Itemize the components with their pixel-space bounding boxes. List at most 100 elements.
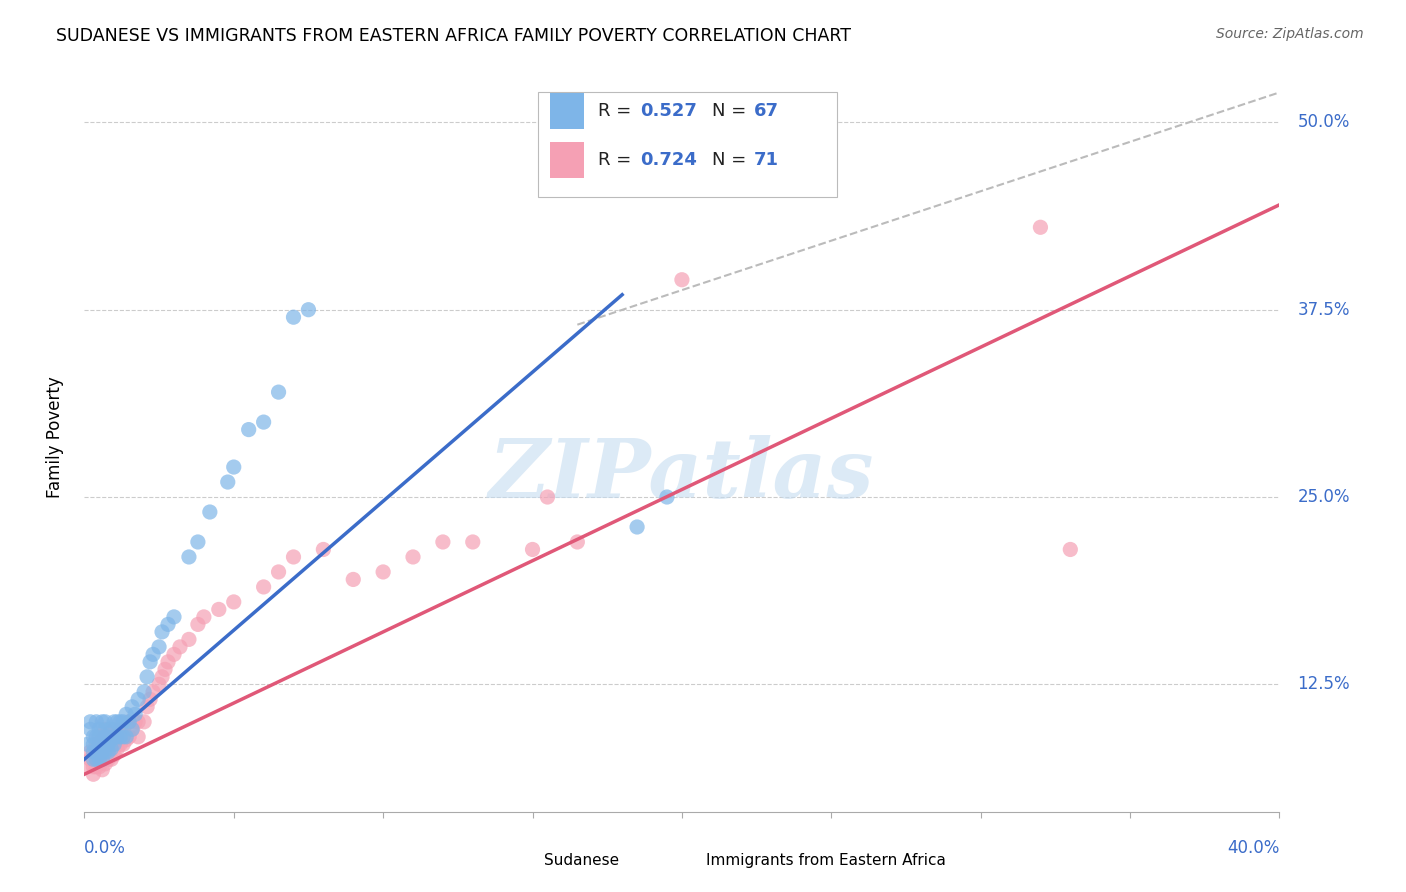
Point (112, 714, 135, 729)
Point (105, 714, 128, 729)
Point (567, 535, 589, 549)
Point (94, 723, 117, 737)
Point (89, 760, 111, 774)
Point (103, 730, 125, 744)
Point (169, 640, 191, 654)
Point (142, 685, 165, 699)
Text: Sudanese: Sudanese (544, 853, 620, 868)
Point (626, 520, 648, 534)
Point (86, 760, 108, 774)
Point (110, 737, 132, 751)
Point (121, 723, 143, 737)
Point (142, 648, 165, 662)
Point (432, 535, 454, 549)
Point (97, 723, 120, 737)
Point (1059, 542, 1081, 557)
Point (187, 617, 209, 632)
Point (121, 723, 143, 737)
Point (222, 595, 245, 609)
Point (132, 714, 156, 729)
Point (671, 273, 693, 287)
Point (86, 730, 108, 744)
Point (97, 741, 120, 756)
FancyBboxPatch shape (551, 143, 583, 178)
Text: R =: R = (599, 152, 637, 169)
Point (103, 714, 125, 729)
Point (157, 617, 180, 632)
Text: ZIPatlas: ZIPatlas (489, 434, 875, 515)
Point (217, 475, 239, 489)
Point (193, 610, 215, 624)
Point (82, 737, 104, 751)
Point (136, 670, 159, 684)
Point (105, 741, 128, 756)
Point (82, 745, 104, 759)
Point (238, 423, 260, 437)
Point (86, 745, 108, 759)
Point (461, 535, 484, 549)
Point (1029, 220, 1052, 235)
Point (208, 602, 231, 616)
Point (97, 745, 120, 759)
Point (118, 714, 141, 729)
Text: SUDANESE VS IMMIGRANTS FROM EASTERN AFRICA FAMILY POVERTY CORRELATION CHART: SUDANESE VS IMMIGRANTS FROM EASTERN AFRI… (56, 27, 851, 45)
Point (115, 707, 138, 722)
Point (283, 549, 305, 564)
Point (127, 714, 149, 729)
Point (91, 737, 114, 751)
Y-axis label: Family Poverty: Family Poverty (45, 376, 63, 498)
Point (187, 535, 209, 549)
Point (89, 737, 111, 751)
Point (89, 745, 111, 759)
Point (253, 415, 276, 429)
Point (124, 707, 146, 722)
Point (97, 752, 120, 766)
Point (163, 648, 186, 662)
Point (112, 723, 135, 737)
Point (198, 505, 221, 519)
Point (89, 737, 111, 751)
Point (103, 737, 125, 751)
Point (89, 730, 111, 744)
Point (76, 737, 98, 751)
Point (148, 640, 170, 654)
Point (89, 752, 111, 766)
Point (522, 542, 544, 557)
Point (267, 385, 290, 400)
Point (79, 714, 101, 729)
Point (177, 549, 200, 564)
Point (86, 752, 108, 766)
Point (91, 714, 114, 729)
Point (124, 714, 146, 729)
Point (139, 655, 162, 669)
Point (150, 624, 173, 639)
Text: 25.0%: 25.0% (1298, 488, 1350, 506)
Point (115, 730, 138, 744)
Text: 40.0%: 40.0% (1227, 838, 1279, 856)
Point (105, 727, 128, 741)
Point (91, 752, 114, 766)
Text: 50.0%: 50.0% (1298, 113, 1350, 131)
Point (100, 730, 122, 744)
Point (110, 723, 132, 737)
Point (112, 730, 135, 744)
Point (312, 542, 335, 557)
Point (94, 714, 117, 729)
Text: 0.0%: 0.0% (84, 838, 127, 856)
Text: N =: N = (711, 152, 752, 169)
FancyBboxPatch shape (551, 93, 583, 129)
Point (100, 732, 122, 747)
Text: 12.5%: 12.5% (1298, 675, 1350, 693)
Point (89, 723, 111, 737)
Point (103, 723, 125, 737)
Point (94, 745, 117, 759)
Point (297, 302, 319, 317)
Point (89, 730, 111, 744)
Point (110, 730, 132, 744)
Point (100, 752, 122, 766)
Point (79, 723, 101, 737)
Point (177, 632, 200, 647)
Point (253, 580, 276, 594)
Point (148, 677, 170, 691)
Point (82, 760, 104, 774)
